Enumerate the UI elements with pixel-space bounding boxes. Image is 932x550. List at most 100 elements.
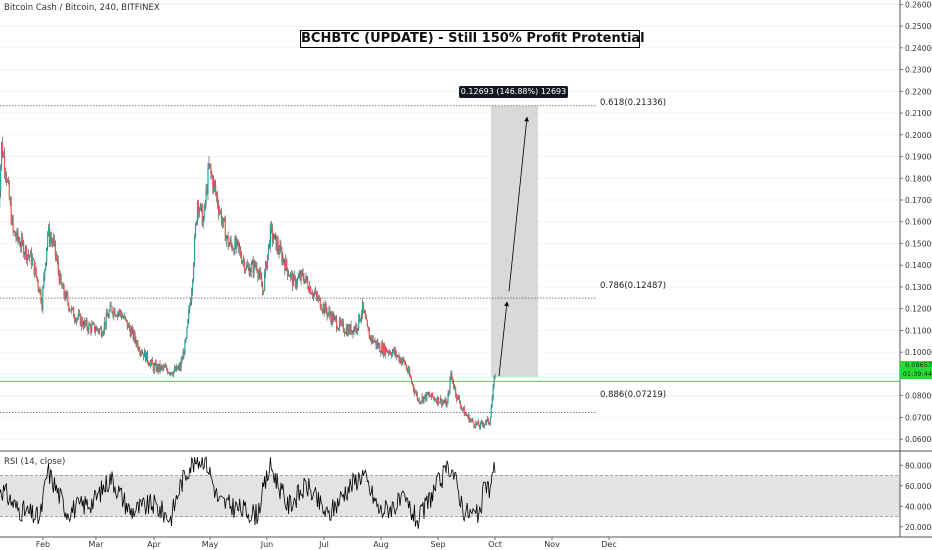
candle-body [104, 321, 106, 326]
candle-body [234, 239, 236, 254]
candle-body [79, 313, 81, 326]
candle-body [98, 329, 101, 332]
candle-body [253, 261, 255, 273]
candle-body [364, 313, 367, 319]
candle-body [40, 289, 42, 303]
candle-body [351, 330, 353, 334]
candle-body [241, 256, 243, 263]
candle-body [49, 238, 52, 243]
candle-body [143, 353, 145, 358]
candle-body [403, 358, 405, 361]
candle-body [160, 366, 162, 371]
candle-body [472, 419, 474, 423]
candle-body [447, 393, 449, 403]
candle-body [321, 310, 323, 311]
candle-body [392, 348, 394, 352]
candle-body [142, 353, 144, 354]
rsi-label: RSI (14, close) [4, 457, 66, 467]
candle-body [460, 407, 463, 409]
candle-body [3, 155, 6, 172]
candle-body [86, 320, 88, 329]
candle-body [419, 402, 421, 404]
candle-body [78, 313, 80, 315]
candle-body [336, 318, 338, 329]
candle-body [356, 324, 358, 331]
candle-body [443, 402, 445, 404]
candle-body [303, 278, 305, 283]
candle-body [391, 351, 393, 356]
candle-body [353, 327, 355, 334]
candle-body [178, 365, 180, 368]
fib-lines [0, 105, 596, 413]
candle-body [120, 310, 122, 314]
candle-body [26, 254, 29, 260]
candle-body [288, 275, 290, 277]
candle-body [295, 284, 297, 287]
candle-body [108, 311, 110, 318]
candle-body [346, 327, 348, 336]
candle-body [18, 239, 20, 242]
candle-body [448, 392, 450, 394]
candle-body [433, 397, 435, 398]
candle-body [333, 316, 335, 322]
candle-body [84, 320, 86, 325]
candle-body [262, 286, 264, 292]
candle-body [340, 321, 343, 324]
y-tick-label: 0.06000 [905, 435, 932, 444]
candle-body [487, 418, 489, 424]
candle-body [56, 258, 58, 262]
candle-body [42, 287, 44, 309]
candle-body [187, 319, 189, 328]
candle-body [388, 351, 391, 354]
candle-body [309, 286, 311, 293]
countdown-tag: 01:39:44 [900, 370, 932, 379]
candle-body [436, 396, 439, 404]
candle-body [175, 366, 177, 372]
candle-body [16, 230, 18, 239]
candle-body [305, 276, 307, 280]
rsi-band-lines [0, 475, 900, 517]
candle-body [273, 234, 275, 240]
candle-body [164, 366, 166, 368]
candle-body [73, 317, 76, 320]
candle-body [424, 394, 426, 397]
candle-body [242, 260, 245, 262]
candle-body [307, 281, 309, 289]
candle-body [490, 407, 492, 418]
candle-body [209, 163, 211, 166]
candle-body [188, 309, 190, 320]
candle-body [471, 419, 473, 421]
candle-body [453, 383, 455, 388]
candle-body [124, 316, 127, 319]
candle-body [227, 235, 229, 247]
candle-body [278, 250, 280, 254]
candle-body [293, 275, 295, 277]
candle-body [383, 344, 385, 355]
candle-body [350, 324, 352, 334]
candle-body [445, 399, 447, 407]
candle-body [415, 392, 417, 394]
candle-body [241, 261, 244, 263]
candle-body [246, 265, 248, 268]
candle-body [19, 241, 21, 247]
candle-body [444, 399, 446, 403]
candle-body [162, 366, 164, 369]
candle-body [409, 375, 412, 379]
candle-body [113, 309, 115, 316]
fib-label-0618: 0.618(0.21336) [600, 98, 667, 108]
candle-body [172, 371, 175, 376]
candle-body [235, 239, 237, 248]
candle-body [131, 328, 133, 330]
grid [0, 3, 900, 440]
candle-body [451, 373, 453, 378]
candle-body [71, 307, 73, 311]
candle-body [219, 211, 222, 213]
